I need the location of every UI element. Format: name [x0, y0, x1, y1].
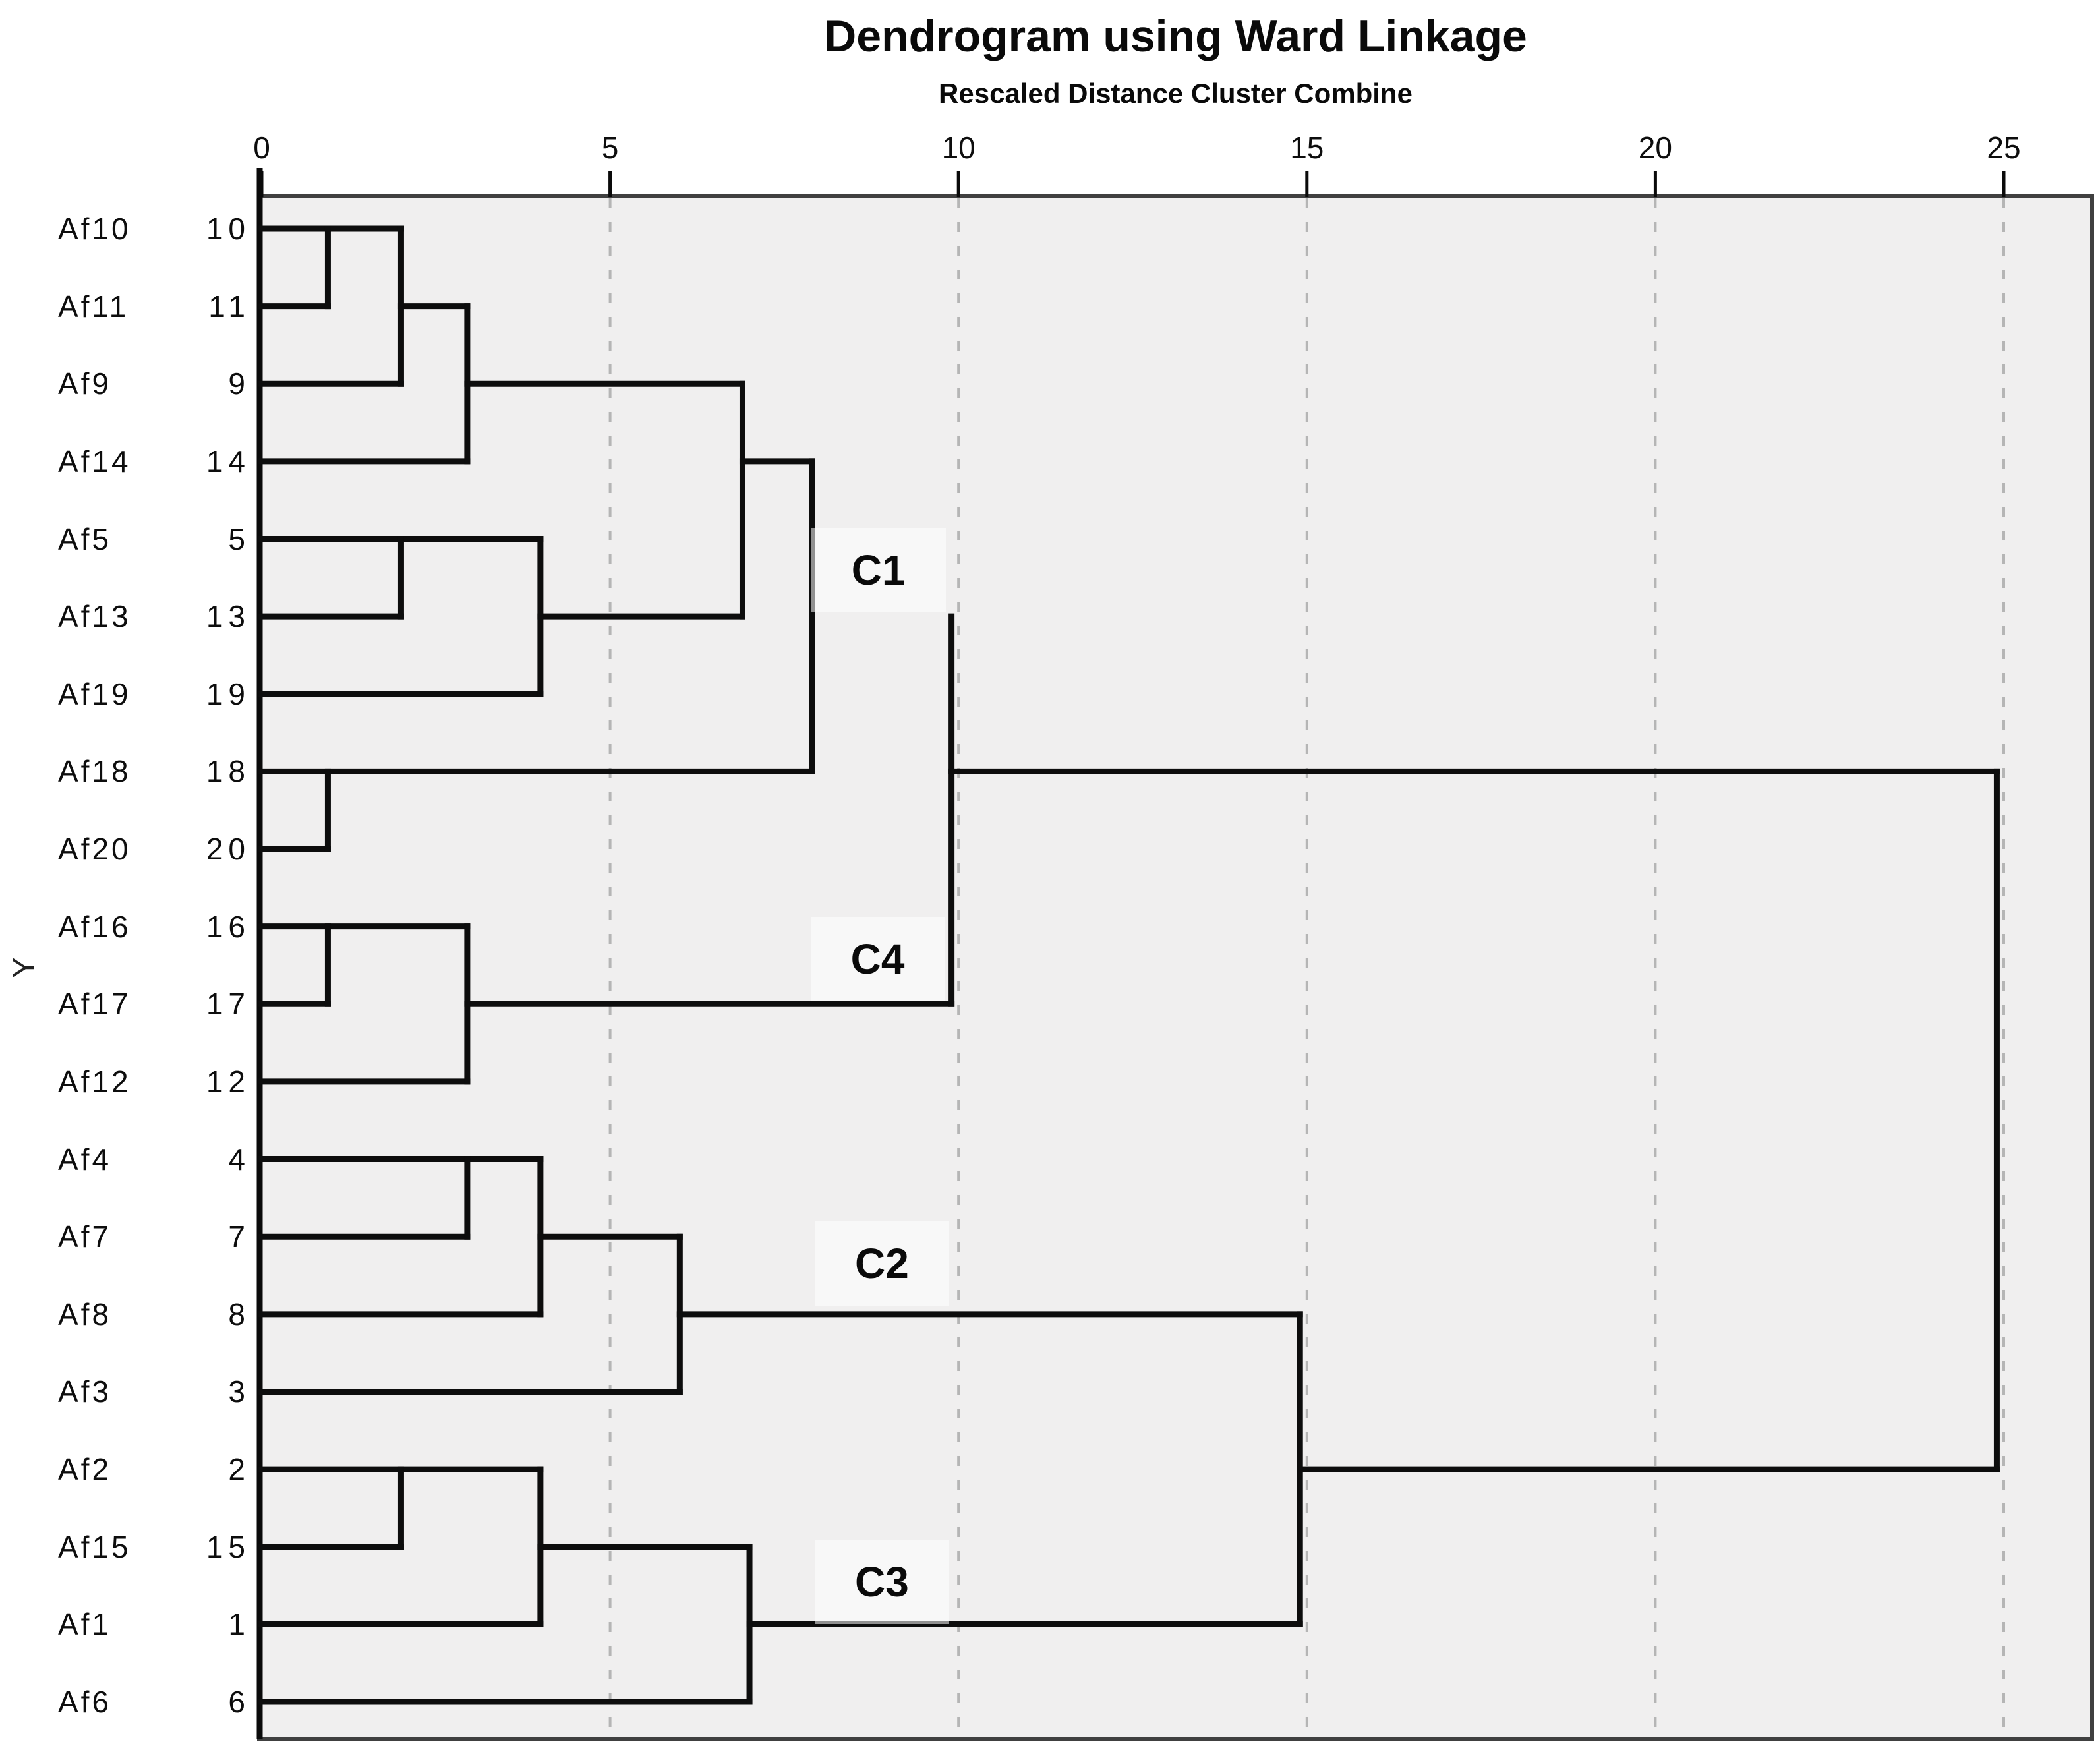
leaf-label: Af8 [58, 1296, 112, 1331]
leaf-label: Af18 [58, 754, 131, 789]
cluster-annotation: C1 [811, 527, 946, 612]
leaf-label: Af16 [58, 909, 131, 944]
leaf-label: Af15 [58, 1529, 131, 1564]
leaf-case-number: 10 [206, 212, 250, 246]
leaf-label: Af20 [58, 832, 131, 867]
leaf-case-number: 8 [228, 1296, 250, 1331]
cluster-annotation: C4 [810, 917, 945, 1002]
leaf-label: Af1 [58, 1607, 112, 1642]
leaf-label: Af12 [58, 1064, 131, 1099]
chart-title: Dendrogram using Ward Linkage [824, 11, 1527, 61]
leaf-label: Af19 [58, 676, 131, 711]
leaf-case-number: 4 [228, 1142, 250, 1177]
plot-area [257, 194, 2094, 1741]
leaf-label: Af3 [58, 1374, 112, 1409]
leaf-case-number: 1 [228, 1607, 250, 1642]
leaf-case-number: 14 [206, 444, 250, 479]
leaf-case-number: 20 [206, 832, 250, 867]
leaf-case-number: 16 [206, 909, 250, 944]
leaf-case-number: 15 [206, 1529, 250, 1564]
cluster-annotation: C3 [814, 1539, 949, 1624]
leaf-case-number: 2 [228, 1452, 250, 1487]
leaf-label: Af17 [58, 987, 131, 1022]
x-axis-tick-label: 15 [1290, 131, 1324, 165]
cluster-annotation: C2 [814, 1221, 949, 1306]
leaf-label: Af5 [58, 521, 112, 556]
leaf-label: Af14 [58, 444, 131, 479]
leaf-label: Af10 [58, 212, 131, 246]
leaf-label: Af11 [58, 289, 129, 324]
leaf-label: Af4 [58, 1142, 112, 1177]
leaf-case-number: 7 [228, 1219, 250, 1254]
x-axis-tick-label: 0 [253, 131, 270, 165]
x-axis-tick-label: 5 [601, 131, 619, 165]
x-axis-tick-label: 20 [1638, 131, 1672, 165]
x-axis-tick-label: 25 [1987, 131, 2021, 165]
leaf-case-number: 19 [206, 676, 250, 711]
leaf-label: Af9 [58, 366, 112, 401]
leaf-label: Af7 [58, 1219, 112, 1254]
leaf-label: Af13 [58, 599, 131, 634]
leaf-label: Af2 [58, 1452, 112, 1487]
leaf-case-number: 12 [206, 1064, 250, 1099]
chart-subtitle: Rescaled Distance Cluster Combine [939, 78, 1413, 109]
leaf-case-number: 13 [206, 599, 250, 634]
leaf-case-number: 18 [206, 754, 250, 789]
leaf-case-number: 9 [228, 366, 250, 401]
leaf-case-number: 6 [228, 1684, 250, 1719]
leaf-case-number: 11 [208, 289, 250, 324]
leaf-case-number: 3 [228, 1374, 250, 1409]
leaf-case-number: 5 [228, 521, 250, 556]
x-axis-tick-label: 10 [941, 131, 976, 165]
leaf-case-number: 17 [206, 987, 250, 1022]
leaf-label: Af6 [58, 1684, 112, 1719]
